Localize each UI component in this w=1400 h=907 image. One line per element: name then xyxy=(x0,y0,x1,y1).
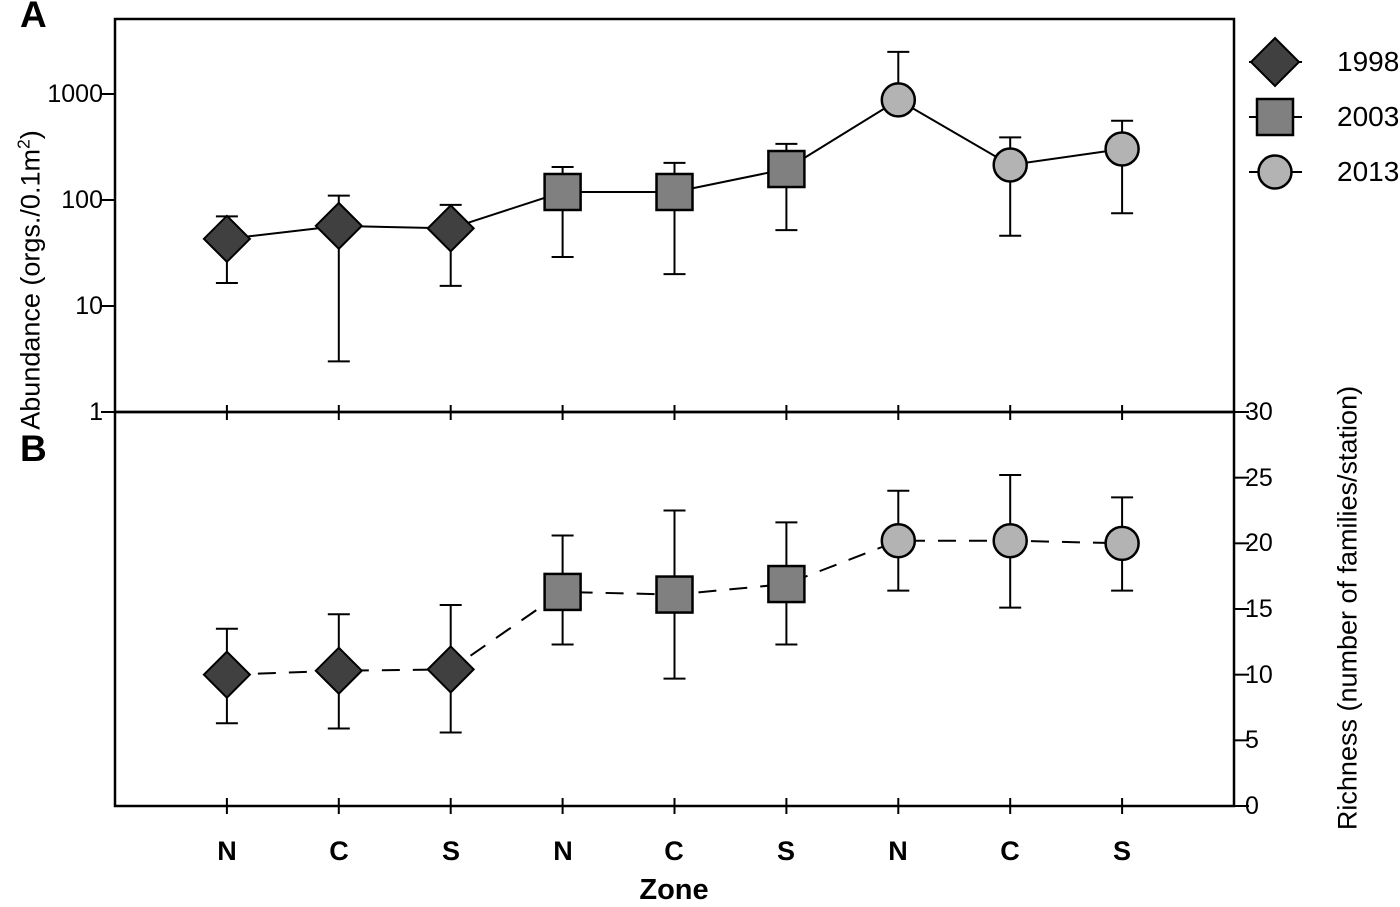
legend-marker-2003 xyxy=(1255,97,1295,137)
data-point-2013-N-panel-A xyxy=(880,82,917,118)
data-point-2013-N-panel-B xyxy=(880,522,917,559)
left-axis-tick-1000: 1000 xyxy=(47,80,103,108)
data-point-1998-N-panel-B xyxy=(202,650,252,700)
right-axis-tick-15: 15 xyxy=(1245,595,1273,623)
data-point-1998-S-panel-B xyxy=(426,644,476,694)
data-point-2003-N-panel-A xyxy=(543,172,582,212)
data-point-1998-C-panel-B xyxy=(314,646,364,696)
zone-label-n3: N xyxy=(888,836,908,866)
left-axis-title-close: ) xyxy=(15,130,46,140)
x-axis-title: Zone xyxy=(639,874,709,906)
data-point-2013-S-panel-A xyxy=(1104,131,1140,167)
legend-label-2003: 2003 xyxy=(1337,101,1400,132)
legend-marker-2013 xyxy=(1257,154,1293,190)
zone-label-n1: N xyxy=(217,836,237,866)
zone-label-s3: S xyxy=(1112,836,1131,866)
data-point-2003-S-panel-B xyxy=(767,564,806,604)
data-point-1998-N-panel-A xyxy=(202,214,252,264)
right-axis-tick-5: 5 xyxy=(1245,726,1259,754)
zone-label-n2: N xyxy=(553,836,573,866)
left-axis-tick-10: 10 xyxy=(75,292,103,320)
left-axis-title-text: Abundance (orgs./0.1m xyxy=(15,149,46,430)
left-axis-tick-100: 100 xyxy=(61,186,103,214)
legend-marker-1998 xyxy=(1249,36,1301,88)
left-axis-title: Abundance (orgs./0.1m2) xyxy=(14,130,47,429)
data-point-1998-C-panel-A xyxy=(314,201,364,251)
right-axis-tick-10: 10 xyxy=(1245,661,1273,689)
right-axis-tick-25: 25 xyxy=(1245,464,1273,492)
data-point-2013-C-panel-B xyxy=(992,522,1028,559)
right-axis-title: Richness (number of families/station) xyxy=(1332,385,1363,831)
right-axis-tick-30: 30 xyxy=(1245,398,1273,426)
left-axis-title-superscript: 2 xyxy=(13,139,34,150)
data-point-2003-C-panel-B xyxy=(655,575,694,614)
data-point-2003-N-panel-B xyxy=(543,572,582,612)
data-point-2003-S-panel-A xyxy=(767,149,806,189)
data-point-1998-S-panel-A xyxy=(426,203,476,253)
zone-label-s1: S xyxy=(441,836,460,866)
left-axis-tick-1: 1 xyxy=(89,398,103,426)
legend-label-2013: 2013 xyxy=(1337,156,1400,187)
right-axis-tick-0: 0 xyxy=(1245,792,1259,820)
data-point-2013-S-panel-B xyxy=(1104,525,1140,562)
right-axis-tick-20: 20 xyxy=(1245,529,1273,557)
panel-a-letter: A xyxy=(20,0,47,35)
zone-label-c1: C xyxy=(329,836,349,866)
zone-label-s2: S xyxy=(776,836,795,866)
panel-b-letter: B xyxy=(20,428,47,469)
data-point-2003-C-panel-A xyxy=(655,172,694,212)
zone-label-c3: C xyxy=(1000,836,1020,866)
zone-label-c2: C xyxy=(664,836,684,866)
data-point-2013-C-panel-A xyxy=(992,147,1028,183)
legend-label-1998: 1998 xyxy=(1337,46,1400,77)
